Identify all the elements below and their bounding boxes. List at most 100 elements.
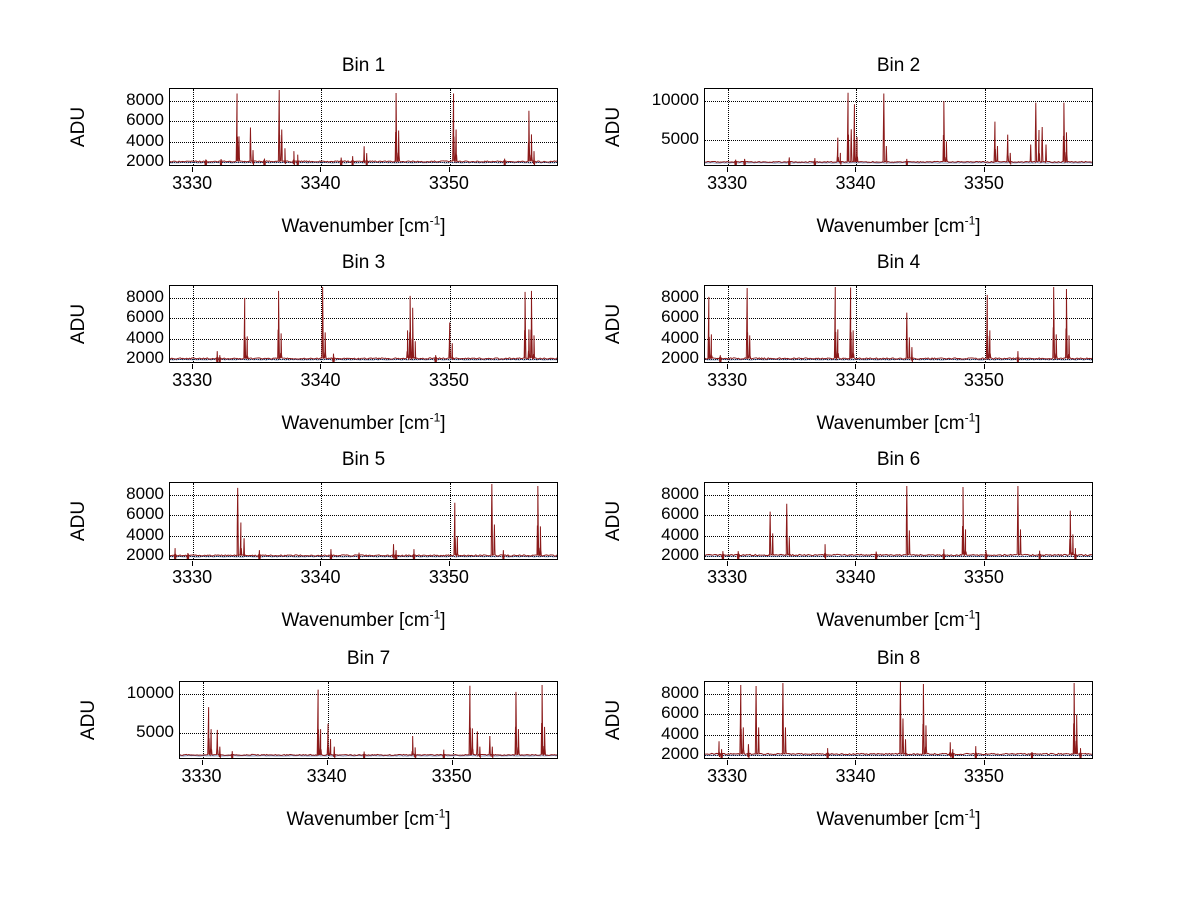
x-tick-mark	[448, 561, 450, 566]
grid-line-vertical	[449, 483, 451, 559]
y-tick-label: 4000	[126, 130, 164, 150]
grid-line-horizontal	[170, 535, 557, 537]
x-axis-label-bin-6: Wavenumber [cm-1]	[704, 609, 1093, 632]
plot-area-bin-4	[704, 285, 1093, 363]
x-tick-label: 3330	[172, 370, 213, 390]
spectrum-trace-bin-7	[180, 685, 557, 758]
x-tick-label: 3330	[172, 567, 213, 587]
grid-line-horizontal	[170, 161, 557, 163]
grid-line-vertical	[728, 682, 730, 758]
x-tick-label: 3330	[707, 370, 748, 390]
x-axis-label-text: Wavenumber [cm	[281, 216, 430, 237]
y-tick-labels-bin-7: 5000 10000	[89, 681, 174, 759]
grid-line-horizontal	[705, 535, 1092, 537]
grid-line-horizontal	[170, 338, 557, 340]
grid-line-horizontal	[705, 515, 1092, 517]
y-tick-label: 6000	[661, 307, 699, 327]
x-tick-label: 3340	[300, 567, 341, 587]
grid-line-vertical	[856, 682, 858, 758]
grid-line-horizontal	[705, 714, 1092, 716]
panel-title-bin-6: Bin 6	[876, 449, 921, 470]
y-tick-labels-bin-5: 2000 4000 6000 8000	[79, 482, 164, 564]
x-axis-label-tail: ]	[975, 216, 981, 237]
x-axis-label-exponent: -1	[429, 607, 441, 622]
x-axis-label-bin-2: Wavenumber [cm-1]	[704, 215, 1093, 238]
y-tick-label: 8000	[126, 287, 164, 307]
y-tick-label: 4000	[661, 723, 699, 743]
y-tick-label: 6000	[661, 504, 699, 524]
panel-bin-8: Bin 8 ADU 2000 4000 6000 8000 3330 3340 3350 Wave…	[594, 648, 1113, 846]
x-tick-label: 3330	[181, 766, 222, 786]
y-tick-label: 8000	[126, 90, 164, 110]
y-tick-label: 6000	[661, 703, 699, 723]
y-tick-label: 4000	[661, 327, 699, 347]
y-tick-label: 8000	[661, 287, 699, 307]
plot-area-bin-2	[704, 88, 1093, 166]
y-tick-label: 4000	[661, 524, 699, 544]
panel-bin-7: Bin 7 ADU 5000 10000 3330 3340 3350 Wavenumber …	[69, 648, 578, 846]
grid-line-vertical	[321, 89, 323, 165]
x-tick-mark	[201, 760, 203, 765]
plot-area-bin-5	[169, 482, 558, 560]
y-tick-label: 8000	[661, 683, 699, 703]
grid-line-horizontal	[170, 515, 557, 517]
x-tick-mark	[192, 364, 194, 369]
y-tick-label: 2000	[661, 347, 699, 367]
x-tick-label: 3340	[300, 370, 341, 390]
x-tick-label: 3350	[428, 173, 469, 193]
grid-line-horizontal	[705, 734, 1092, 736]
x-axis-label-bin-7: Wavenumber [cm-1]	[179, 806, 558, 831]
grid-line-vertical	[856, 483, 858, 559]
x-tick-mark	[855, 760, 857, 765]
x-axis-label-bin-8: Wavenumber [cm-1]	[704, 808, 1093, 831]
y-tick-label: 5000	[661, 128, 699, 148]
spectrum-trace-bin-6	[705, 485, 1092, 559]
x-tick-labels-bin-7: 3330 3340 3350	[179, 760, 558, 790]
x-tick-label: 3350	[963, 370, 1004, 390]
x-tick-mark	[320, 561, 322, 566]
y-tick-labels-bin-6: 2000 4000 6000 8000	[614, 482, 699, 563]
x-tick-label: 3350	[963, 766, 1004, 786]
grid-line-horizontal	[705, 694, 1092, 696]
y-tick-label: 10000	[126, 682, 174, 702]
y-tick-labels-bin-3: 2000 4000 6000 8000	[79, 285, 164, 366]
x-axis-label-tail: ]	[975, 809, 981, 830]
x-axis-label-text: Wavenumber [cm	[816, 809, 965, 830]
grid-line-horizontal	[705, 495, 1092, 497]
grid-line-horizontal	[170, 121, 557, 123]
grid-line-vertical	[452, 682, 454, 758]
x-tick-mark	[326, 760, 328, 765]
x-tick-label: 3340	[835, 173, 876, 193]
panel-bin-2: Bin 2 ADU 5000 10000 3330 3340 3350 Wavenumber …	[594, 55, 1113, 253]
grid-line-vertical	[193, 286, 195, 362]
x-tick-labels-bin-5: 3330 3340 3350	[169, 561, 558, 591]
x-axis-label-text: Wavenumber [cm	[281, 413, 430, 434]
x-tick-labels-bin-1: 3330 3340 3350	[169, 167, 558, 197]
x-axis-label-tail: ]	[440, 413, 446, 434]
x-axis-label-tail: ]	[440, 610, 446, 631]
y-tick-label: 2000	[126, 544, 164, 564]
panel-title-bin-5: Bin 5	[341, 449, 386, 470]
x-axis-label-bin-1: Wavenumber [cm-1]	[169, 215, 558, 238]
x-axis-label-bin-4: Wavenumber [cm-1]	[704, 410, 1093, 435]
x-axis-label-text: Wavenumber [cm	[816, 610, 965, 631]
y-tick-label: 6000	[126, 110, 164, 130]
x-tick-mark	[983, 760, 985, 765]
plot-area-bin-1	[169, 88, 558, 166]
grid-line-vertical	[193, 89, 195, 165]
grid-line-vertical	[449, 286, 451, 362]
grid-line-vertical	[728, 483, 730, 559]
x-axis-label-exponent: -1	[964, 410, 976, 425]
x-tick-mark	[727, 364, 729, 369]
spectrum-trace-bin-3	[170, 286, 557, 362]
x-axis-label-tail: ]	[975, 413, 981, 434]
x-axis-label-exponent: -1	[434, 806, 446, 821]
panel-bin-4: Bin 4 ADU 2000 4000 6000 8000 3330 3340 3350 Wave…	[594, 252, 1113, 450]
spectrum-trace-bin-4	[705, 286, 1092, 362]
spectrum-trace-bin-8	[705, 682, 1092, 758]
grid-line-vertical	[327, 682, 329, 758]
x-axis-label-bin-3: Wavenumber [cm-1]	[169, 412, 558, 435]
x-axis-label-bin-5: Wavenumber [cm-1]	[169, 607, 558, 632]
x-tick-label: 3340	[835, 370, 876, 390]
x-tick-mark	[320, 167, 322, 172]
